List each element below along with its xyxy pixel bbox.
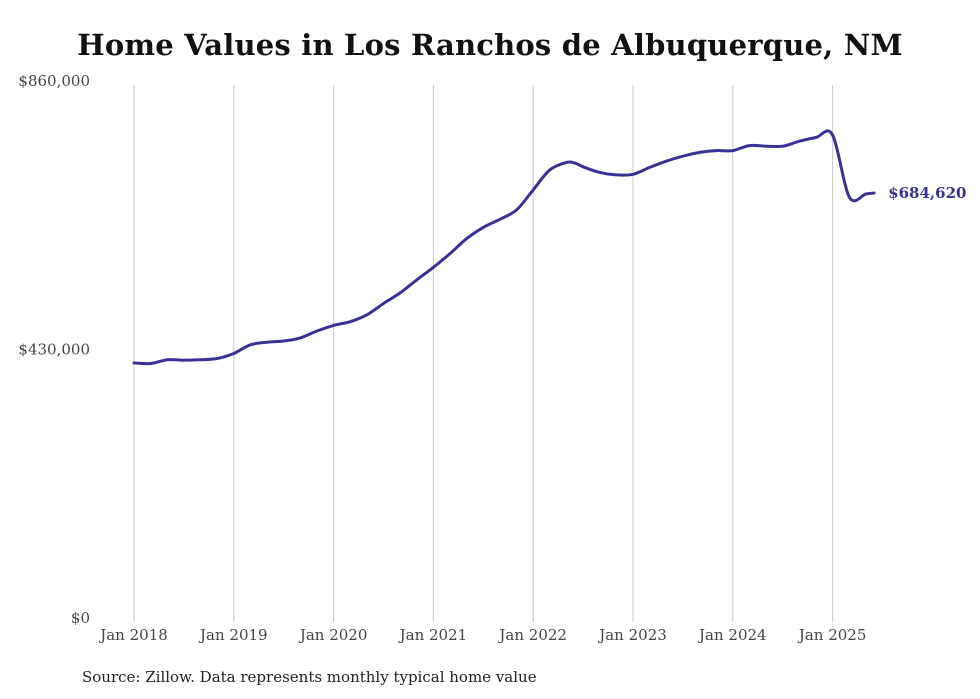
x-axis-ticks: Jan 2018 Jan 2019 Jan 2020 Jan 2021 Jan 2022… — [98, 626, 866, 644]
grid-lines — [133, 85, 834, 622]
series-layer: $684,620 — [132, 129, 966, 366]
x-tick-label: Jan 2020 — [298, 626, 368, 644]
y-tick-label: $430,000 — [18, 341, 90, 359]
x-tick-label: Jan 2022 — [497, 626, 567, 644]
x-tick-label: Jan 2021 — [398, 626, 468, 644]
x-tick-label: Jan 2019 — [198, 626, 268, 644]
x-tick-label: Jan 2024 — [697, 626, 767, 644]
y-tick-label: $0 — [71, 609, 90, 627]
x-tick-label: Jan 2025 — [797, 626, 867, 644]
y-tick-label: $860,000 — [18, 72, 90, 90]
y-axis-ticks: $0 $430,000 $860,000 — [18, 72, 90, 627]
x-tick-label: Jan 2023 — [597, 626, 667, 644]
source-note: Source: Zillow. Data represents monthly … — [82, 668, 537, 686]
end-value-label: $684,620 — [888, 184, 966, 202]
series-line — [132, 129, 876, 366]
chart-title: Home Values in Los Ranchos de Albuquerqu… — [77, 28, 903, 62]
x-tick-label: Jan 2018 — [98, 626, 168, 644]
